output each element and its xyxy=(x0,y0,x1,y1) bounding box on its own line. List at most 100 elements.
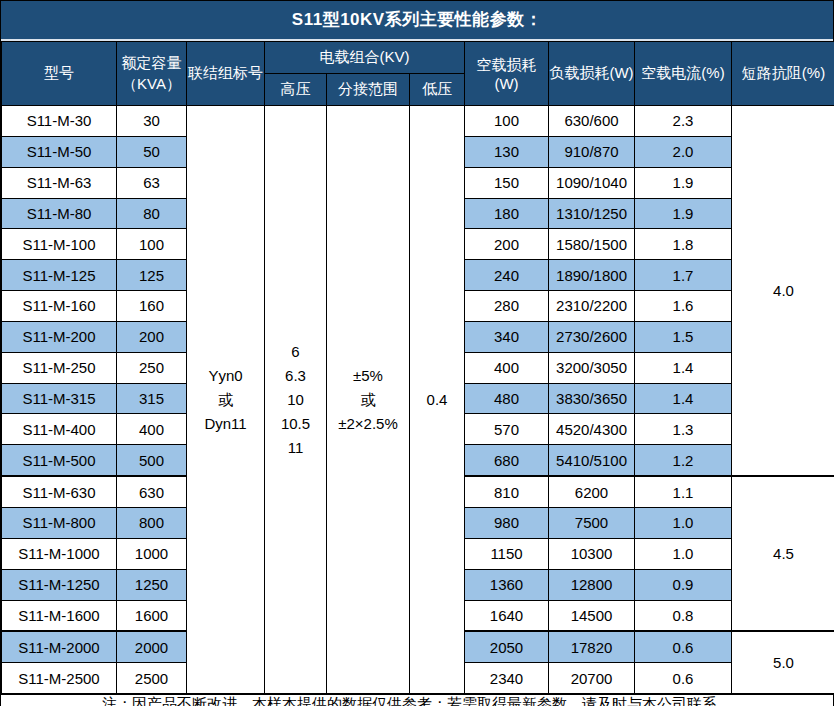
load-loss-cell: 6200 xyxy=(549,476,635,507)
no-load-loss-cell: 980 xyxy=(465,507,549,538)
kva-cell: 1600 xyxy=(117,600,187,631)
col-header-model: 型号 xyxy=(2,42,117,106)
model-cell: S11-M-50 xyxy=(2,136,117,167)
no-load-current-cell: 2.0 xyxy=(635,136,732,167)
no-load-current-cell: 1.0 xyxy=(635,507,732,538)
no-load-loss-cell: 280 xyxy=(465,291,549,322)
kva-cell: 50 xyxy=(117,136,187,167)
connection-cell: Yyn0或Dyn11 xyxy=(187,106,265,694)
load-loss-cell: 14500 xyxy=(549,600,635,631)
col-header-voltage-group: 电载组合(KV) xyxy=(265,42,465,74)
model-cell: S11-M-2000 xyxy=(2,631,117,662)
no-load-current-cell: 2.3 xyxy=(635,106,732,137)
no-load-loss-cell: 130 xyxy=(465,136,549,167)
model-cell: S11-M-63 xyxy=(2,167,117,198)
parameter-table: 型号 额定容量 （KVA） 联结组标号 电载组合(KV) 空载损耗(W) 负载损… xyxy=(1,41,834,694)
col-header-load-loss: 负载损耗(W) xyxy=(549,42,635,106)
col-header-low-voltage: 低压 xyxy=(410,74,465,106)
tap-range-cell: ±5%或±2×2.5% xyxy=(327,106,410,694)
model-cell: S11-M-1000 xyxy=(2,538,117,569)
no-load-current-cell: 1.8 xyxy=(635,229,732,260)
load-loss-cell: 3200/3050 xyxy=(549,352,635,383)
no-load-current-cell: 1.4 xyxy=(635,383,732,414)
no-load-loss-cell: 1150 xyxy=(465,538,549,569)
model-cell: S11-M-125 xyxy=(2,260,117,291)
load-loss-cell: 2730/2600 xyxy=(549,321,635,352)
table-row: S11-M-3030Yyn0或Dyn1166.31010.511±5%或±2×2… xyxy=(2,106,834,137)
model-cell: S11-M-2500 xyxy=(2,663,117,694)
no-load-current-cell: 1.4 xyxy=(635,352,732,383)
kva-cell: 125 xyxy=(117,260,187,291)
no-load-loss-cell: 810 xyxy=(465,476,549,507)
low-voltage-cell: 0.4 xyxy=(410,106,465,694)
model-cell: S11-M-1600 xyxy=(2,600,117,631)
footer-note: 注：因产品不断改进，本样本提供的数据仅供参考；若需取得最新参数，请及时与本公司联… xyxy=(1,694,833,706)
model-cell: S11-M-200 xyxy=(2,321,117,352)
model-cell: S11-M-100 xyxy=(2,229,117,260)
no-load-loss-cell: 2050 xyxy=(465,631,549,662)
load-loss-cell: 12800 xyxy=(549,569,635,600)
no-load-current-cell: 1.9 xyxy=(635,198,732,229)
kva-cell: 200 xyxy=(117,321,187,352)
no-load-loss-cell: 680 xyxy=(465,445,549,476)
table-body: S11-M-3030Yyn0或Dyn1166.31010.511±5%或±2×2… xyxy=(2,106,834,694)
no-load-current-cell: 1.1 xyxy=(635,476,732,507)
col-header-capacity: 额定容量 （KVA） xyxy=(117,42,187,106)
load-loss-cell: 1890/1800 xyxy=(549,260,635,291)
col-header-no-load-current: 空载电流(%) xyxy=(635,42,732,106)
no-load-loss-cell: 200 xyxy=(465,229,549,260)
col-header-connection: 联结组标号 xyxy=(187,42,265,106)
col-header-no-load-loss: 空载损耗(W) xyxy=(465,42,549,106)
model-cell: S11-M-630 xyxy=(2,476,117,507)
kva-cell: 1250 xyxy=(117,569,187,600)
model-cell: S11-M-400 xyxy=(2,414,117,445)
load-loss-cell: 7500 xyxy=(549,507,635,538)
no-load-current-cell: 1.6 xyxy=(635,291,732,322)
no-load-current-cell: 1.3 xyxy=(635,414,732,445)
kva-cell: 250 xyxy=(117,352,187,383)
col-header-tap-range: 分接范围 xyxy=(327,74,410,106)
no-load-loss-cell: 100 xyxy=(465,106,549,137)
kva-cell: 1000 xyxy=(117,538,187,569)
col-header-short-circuit-impedance: 短路抗阻(%) xyxy=(732,42,834,106)
model-cell: S11-M-80 xyxy=(2,198,117,229)
no-load-loss-cell: 340 xyxy=(465,321,549,352)
no-load-current-cell: 1.9 xyxy=(635,167,732,198)
no-load-current-cell: 1.2 xyxy=(635,445,732,476)
impedance-cell: 4.5 xyxy=(732,476,834,631)
kva-cell: 100 xyxy=(117,229,187,260)
kva-cell: 630 xyxy=(117,476,187,507)
model-cell: S11-M-800 xyxy=(2,507,117,538)
no-load-current-cell: 1.7 xyxy=(635,260,732,291)
kva-cell: 800 xyxy=(117,507,187,538)
high-voltage-cell: 66.31010.511 xyxy=(265,106,327,694)
no-load-current-cell: 0.8 xyxy=(635,600,732,631)
load-loss-cell: 5410/5100 xyxy=(549,445,635,476)
page-title: S11型10KV系列主要性能参数： xyxy=(1,1,833,41)
kva-cell: 2500 xyxy=(117,663,187,694)
load-loss-cell: 630/600 xyxy=(549,106,635,137)
no-load-loss-cell: 480 xyxy=(465,383,549,414)
kva-cell: 400 xyxy=(117,414,187,445)
model-cell: S11-M-30 xyxy=(2,106,117,137)
model-cell: S11-M-160 xyxy=(2,291,117,322)
load-loss-cell: 1580/1500 xyxy=(549,229,635,260)
no-load-loss-cell: 1640 xyxy=(465,600,549,631)
kva-cell: 63 xyxy=(117,167,187,198)
no-load-loss-cell: 1360 xyxy=(465,569,549,600)
kva-cell: 160 xyxy=(117,291,187,322)
load-loss-cell: 910/870 xyxy=(549,136,635,167)
no-load-loss-cell: 180 xyxy=(465,198,549,229)
kva-cell: 2000 xyxy=(117,631,187,662)
impedance-cell: 5.0 xyxy=(732,631,834,693)
no-load-current-cell: 0.6 xyxy=(635,631,732,662)
no-load-loss-cell: 240 xyxy=(465,260,549,291)
table-header: 型号 额定容量 （KVA） 联结组标号 电载组合(KV) 空载损耗(W) 负载损… xyxy=(2,42,834,106)
impedance-cell: 4.0 xyxy=(732,106,834,477)
load-loss-cell: 1310/1250 xyxy=(549,198,635,229)
load-loss-cell: 17820 xyxy=(549,631,635,662)
kva-cell: 315 xyxy=(117,383,187,414)
load-loss-cell: 2310/2200 xyxy=(549,291,635,322)
load-loss-cell: 3830/3650 xyxy=(549,383,635,414)
load-loss-cell: 1090/1040 xyxy=(549,167,635,198)
